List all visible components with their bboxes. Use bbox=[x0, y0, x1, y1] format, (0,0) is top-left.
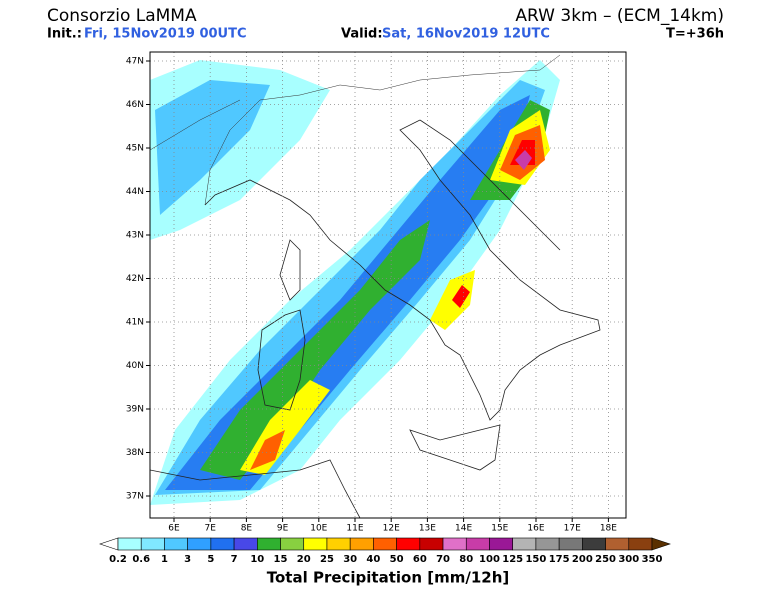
lead-time: T=+36h bbox=[666, 27, 724, 42]
colorbar-label: 25 bbox=[320, 554, 334, 565]
colorbar-box bbox=[512, 537, 537, 551]
colorbar-box bbox=[303, 537, 328, 551]
lat-label: 42N bbox=[126, 274, 144, 284]
init-label: Init.: bbox=[47, 27, 82, 42]
colorbar-label: 30 bbox=[343, 554, 357, 565]
colorbar-label: 50 bbox=[390, 554, 404, 565]
colorbar-label: 175 bbox=[549, 554, 570, 565]
colorbar-label: 300 bbox=[618, 554, 639, 565]
colorbar-box bbox=[280, 537, 305, 551]
lon-label: 18E bbox=[600, 524, 617, 534]
colorbar-box bbox=[349, 537, 374, 551]
colorbar-label: 350 bbox=[642, 554, 663, 565]
colorbar-label: 70 bbox=[436, 554, 450, 565]
colorbar-label: 1 bbox=[161, 554, 168, 565]
colorbar-box bbox=[582, 537, 606, 551]
lon-label: 10E bbox=[310, 524, 327, 534]
colorbar-box bbox=[140, 537, 165, 551]
colorbar-box bbox=[535, 537, 560, 551]
colorbar-end bbox=[651, 537, 671, 551]
colorbar-box bbox=[233, 537, 258, 551]
colorbar-box bbox=[373, 537, 397, 551]
lat-label: 40N bbox=[126, 361, 144, 371]
lon-label: 15E bbox=[491, 524, 508, 534]
colorbar-label: 150 bbox=[525, 554, 546, 565]
lon-label: 9E bbox=[277, 524, 289, 534]
valid-label: Valid: bbox=[341, 27, 383, 42]
colorbar-box bbox=[558, 537, 583, 551]
colorbar-box bbox=[187, 537, 212, 551]
lon-label: 17E bbox=[564, 524, 581, 534]
colorbar-label: 60 bbox=[413, 554, 427, 565]
colorbar: 0.2 0.6 1 3 5 7 10 15 20 25 30 40 50 60 70 80 100 125 150 1… bbox=[99, 537, 671, 565]
colorbar-box bbox=[210, 537, 235, 551]
map-border bbox=[149, 51, 627, 519]
colorbar-label: 10 bbox=[250, 554, 264, 565]
title: Consorzio LaMMA bbox=[47, 6, 197, 26]
colorbar-label: 5 bbox=[207, 554, 214, 565]
precipitation bbox=[150, 60, 560, 505]
colorbar-box bbox=[396, 537, 421, 551]
colorbar-label: 80 bbox=[459, 554, 473, 565]
colorbar-box bbox=[465, 537, 490, 551]
colorbar-box bbox=[628, 537, 653, 551]
colorbar-label: 7 bbox=[231, 554, 238, 565]
colorbar-box bbox=[257, 537, 281, 551]
lon-label: 7E bbox=[204, 524, 216, 534]
colorbar-box bbox=[442, 537, 467, 551]
colorbar-title: Total Precipitation [mm/12h] bbox=[267, 569, 510, 587]
lon-label: 13E bbox=[419, 524, 436, 534]
colorbar-box bbox=[489, 537, 513, 551]
lon-label: 11E bbox=[346, 524, 363, 534]
lat-label: 45N bbox=[126, 144, 144, 154]
valid-value: Sat, 16Nov2019 12UTC bbox=[382, 27, 550, 42]
colorbar-label: 0.6 bbox=[132, 554, 150, 565]
lat-label: 46N bbox=[126, 100, 144, 110]
colorbar-label: 15 bbox=[274, 554, 288, 565]
colorbar-start bbox=[99, 537, 119, 551]
lat-label: 43N bbox=[126, 231, 144, 241]
colorbar-box bbox=[605, 537, 630, 551]
colorbar-label: 250 bbox=[595, 554, 616, 565]
lat-label: 38N bbox=[126, 448, 144, 458]
init-value: Fri, 15Nov2019 00UTC bbox=[84, 27, 247, 42]
colorbar-box bbox=[164, 537, 188, 551]
lat-label: 41N bbox=[126, 318, 144, 328]
lat-label: 37N bbox=[126, 492, 144, 502]
lat-label: 44N bbox=[126, 187, 144, 197]
lat-label: 47N bbox=[126, 57, 144, 67]
lon-label: 12E bbox=[383, 524, 400, 534]
colorbar-box bbox=[117, 537, 142, 551]
colorbar-label: 40 bbox=[366, 554, 380, 565]
map bbox=[146, 51, 627, 522]
model: ARW 3km – (ECM_14km) bbox=[515, 6, 724, 26]
lon-label: 14E bbox=[455, 524, 472, 534]
colorbar-label: 20 bbox=[297, 554, 311, 565]
graticule bbox=[146, 52, 626, 522]
colorbar-label: 0.2 bbox=[109, 554, 127, 565]
colorbar-box bbox=[326, 537, 351, 551]
colorbar-label: 125 bbox=[502, 554, 523, 565]
lon-label: 6E bbox=[168, 524, 180, 534]
colorbar-label: 100 bbox=[479, 554, 500, 565]
colorbar-box bbox=[419, 537, 444, 551]
lon-label: 8E bbox=[241, 524, 253, 534]
coastlines bbox=[150, 54, 601, 518]
lon-label: 16E bbox=[527, 524, 544, 534]
colorbar-label: 200 bbox=[572, 554, 593, 565]
lat-label: 39N bbox=[126, 405, 144, 415]
colorbar-label: 3 bbox=[184, 554, 191, 565]
